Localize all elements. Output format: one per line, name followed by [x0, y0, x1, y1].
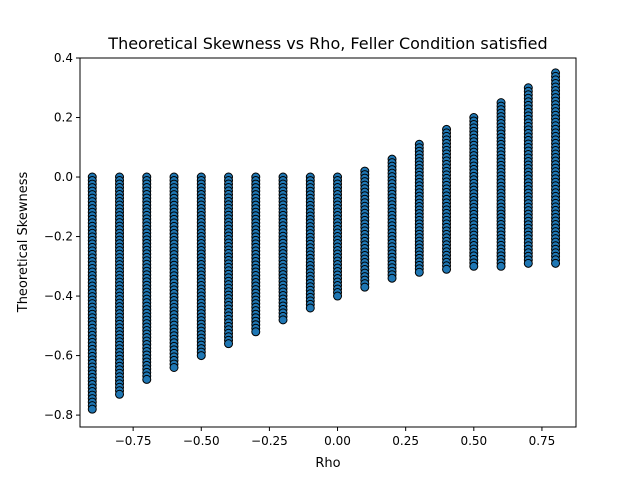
- plot-frame: [79, 57, 577, 428]
- data-point: [551, 258, 561, 268]
- data-point: [414, 267, 424, 277]
- data-point: [142, 374, 152, 384]
- x-tick-label: 0.00: [324, 434, 351, 448]
- x-tick-label: −0.50: [183, 434, 220, 448]
- data-point: [196, 351, 206, 361]
- y-tick-label: −0.8: [44, 408, 73, 422]
- data-point: [387, 273, 397, 283]
- data-points: [87, 68, 561, 414]
- y-axis-ticks: −0.8 −0.6 −0.4 −0.2 0.0 0.2 0.4: [44, 51, 80, 422]
- data-point: [360, 282, 370, 292]
- data-point: [115, 389, 125, 399]
- data-point: [251, 327, 261, 337]
- x-tick-label: 0.50: [460, 434, 487, 448]
- x-tick-label: −0.75: [115, 434, 152, 448]
- x-tick-label: −0.25: [251, 434, 288, 448]
- x-tick-label: 0.75: [529, 434, 556, 448]
- y-tick-label: −0.6: [44, 349, 73, 363]
- data-point: [169, 362, 179, 372]
- y-tick-label: −0.4: [44, 289, 73, 303]
- data-point: [442, 264, 452, 274]
- x-axis-ticks: −0.75 −0.50 −0.25 0.00 0.25 0.50 0.75: [115, 427, 556, 448]
- x-tick-label: 0.25: [392, 434, 419, 448]
- y-axis-label: Theoretical Skewness: [16, 172, 31, 314]
- data-point: [224, 339, 234, 349]
- data-point: [333, 291, 343, 301]
- data-point: [278, 315, 288, 325]
- data-point: [469, 261, 479, 271]
- data-point: [496, 261, 506, 271]
- chart-title: Theoretical Skewness vs Rho, Feller Cond…: [107, 34, 547, 53]
- y-tick-label: −0.2: [44, 230, 73, 244]
- y-tick-label: 0.0: [54, 170, 73, 184]
- y-tick-label: 0.4: [54, 51, 73, 65]
- data-point: [305, 303, 315, 313]
- data-point: [523, 258, 533, 268]
- y-tick-label: 0.2: [54, 111, 73, 125]
- x-axis-label: Rho: [315, 456, 340, 471]
- data-point: [87, 404, 97, 414]
